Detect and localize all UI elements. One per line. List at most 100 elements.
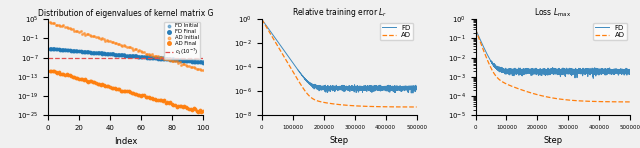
AD Initial <box>76 30 86 32</box>
AD Final <box>148 98 159 100</box>
AD <box>572 100 580 102</box>
FD Final <box>167 58 177 61</box>
Line: FD: FD <box>476 29 630 78</box>
FD Final <box>82 51 92 53</box>
AD <box>286 66 294 67</box>
FD Initial <box>145 55 156 58</box>
AD Final <box>69 76 79 78</box>
AD Initial <box>154 57 164 59</box>
AD Initial <box>49 22 60 25</box>
AD Final <box>145 97 156 99</box>
AD Initial <box>94 37 104 39</box>
FD Final <box>175 59 185 62</box>
AD Initial <box>186 66 196 68</box>
FD Initial <box>186 59 196 61</box>
FD Final <box>63 49 73 52</box>
AD Initial <box>86 35 97 37</box>
FD Initial <box>77 50 87 52</box>
AD Final <box>108 86 118 89</box>
FD Final <box>106 53 116 56</box>
FD Initial <box>117 53 127 55</box>
FD Initial <box>47 47 58 49</box>
FD Initial <box>95 51 106 54</box>
FD Final <box>120 54 131 57</box>
Legend: FD, AD: FD, AD <box>380 23 413 40</box>
AD Initial <box>173 62 183 65</box>
FD Final <box>97 52 108 55</box>
FD Initial <box>72 49 83 52</box>
AD Initial <box>139 51 149 53</box>
FD <box>599 70 607 71</box>
AD Final <box>44 70 54 72</box>
AD Final <box>178 105 188 108</box>
FD Final <box>150 57 160 59</box>
AD Initial <box>116 44 126 46</box>
FD Final <box>116 54 126 57</box>
AD Initial <box>179 63 189 66</box>
FD Final <box>76 50 86 53</box>
FD Initial <box>60 48 70 51</box>
AD Final <box>79 79 89 82</box>
AD Initial <box>193 67 204 70</box>
FD Final <box>83 51 93 53</box>
FD Initial <box>119 53 129 56</box>
AD Initial <box>46 21 56 24</box>
AD Final <box>58 73 68 76</box>
FD Initial <box>142 55 152 58</box>
FD <box>572 71 580 73</box>
FD Initial <box>116 53 126 55</box>
FD Final <box>134 56 145 58</box>
FD Initial <box>46 47 56 49</box>
AD Initial <box>63 26 73 29</box>
FD Final <box>49 48 60 50</box>
FD Final <box>111 54 121 56</box>
FD Initial <box>63 48 73 51</box>
FD Final <box>130 55 140 58</box>
X-axis label: Step: Step <box>330 136 349 145</box>
FD Initial <box>105 52 115 54</box>
AD Final <box>99 84 109 87</box>
FD Final <box>196 61 207 64</box>
AD Initial <box>113 43 123 46</box>
FD <box>627 70 634 71</box>
FD Final <box>162 58 172 61</box>
FD Initial <box>49 47 60 49</box>
FD <box>374 86 381 88</box>
FD Final <box>92 52 102 54</box>
AD Initial <box>182 65 193 67</box>
FD Final <box>156 58 166 60</box>
AD Initial <box>58 24 68 26</box>
FD Initial <box>138 55 148 57</box>
AD Initial <box>196 68 207 71</box>
AD Initial <box>162 58 172 60</box>
FD Initial <box>58 48 68 50</box>
FD Final <box>161 58 171 60</box>
AD Initial <box>72 30 83 33</box>
FD <box>317 87 324 89</box>
FD Final <box>159 58 170 60</box>
AD Final <box>95 84 106 86</box>
FD Final <box>103 53 113 55</box>
AD Final <box>82 80 92 83</box>
FD Initial <box>153 56 163 58</box>
AD Initial <box>184 65 194 67</box>
AD Initial <box>159 58 170 60</box>
AD Initial <box>97 37 108 39</box>
AD Initial <box>180 64 191 66</box>
AD Final <box>100 85 111 87</box>
FD Final <box>113 54 123 56</box>
FD Final <box>147 57 157 59</box>
FD Final <box>105 53 115 56</box>
FD <box>351 87 358 89</box>
AD Initial <box>61 26 72 28</box>
FD Initial <box>139 55 149 57</box>
AD Initial <box>172 60 182 63</box>
FD Final <box>51 48 61 50</box>
AD Initial <box>47 22 58 24</box>
AD Final <box>170 104 180 106</box>
FD Initial <box>82 50 92 52</box>
FD Final <box>86 51 97 54</box>
Line: AD: AD <box>476 29 630 102</box>
AD Initial <box>153 54 163 57</box>
AD Initial <box>124 46 134 48</box>
